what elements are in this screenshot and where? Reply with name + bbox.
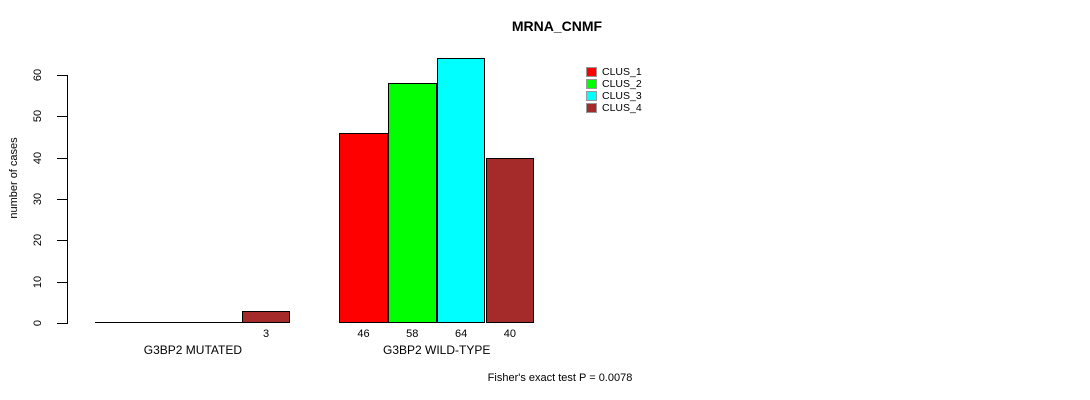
legend-item-clus_3: CLUS_3	[586, 90, 642, 102]
y-tick-label: 60	[32, 68, 44, 82]
bar-value-label: 40	[503, 328, 517, 340]
bar-clus_2-g3bp2-wild-type	[387, 83, 437, 323]
bar-value-label: 58	[406, 328, 419, 340]
bar-value-label: 64	[454, 328, 468, 340]
y-tick-mark	[57, 240, 67, 242]
chart-title: MRNA_CNMF	[511, 18, 603, 34]
legend-swatch-icon	[586, 79, 597, 89]
y-tick-mark	[57, 323, 67, 324]
bar-clus_4-g3bp2-mutated	[241, 310, 291, 323]
legend-item-clus_4: CLUS_4	[586, 102, 642, 114]
legend-label: CLUS_2	[602, 78, 642, 90]
y-tick-label: 0	[32, 319, 44, 327]
legend-label: CLUS_4	[602, 102, 642, 114]
legend-item-clus_2: CLUS_2	[586, 78, 642, 90]
legend-item-clus_1: CLUS_1	[586, 66, 642, 78]
bar-value-label: 46	[357, 328, 370, 340]
bar-clus_3-g3bp2-wild-type	[436, 58, 486, 323]
legend-swatch-icon	[586, 67, 597, 77]
x-group-label: G3BP2 WILD-TYPE	[383, 343, 491, 357]
bar-clus_1-g3bp2-mutated	[95, 322, 145, 323]
y-axis-label: number of cases	[8, 137, 20, 219]
y-tick-label: 10	[32, 275, 44, 288]
y-tick-mark	[57, 75, 67, 76]
y-tick-mark	[57, 281, 67, 283]
y-tick-mark	[57, 157, 67, 159]
bar-clus_4-g3bp2-wild-type	[485, 157, 535, 323]
legend: CLUS_1 CLUS_2 CLUS_3 CLUS_4	[586, 66, 642, 114]
footnote: Fisher's exact test P = 0.0078	[487, 372, 633, 384]
legend-label: CLUS_1	[602, 66, 642, 78]
bar-value-label: 3	[263, 328, 270, 340]
bar-clus_2-g3bp2-mutated	[144, 322, 193, 323]
y-tick-label: 30	[32, 192, 44, 206]
x-group-label: G3BP2 MUTATED	[143, 343, 243, 357]
y-tick-label: 20	[32, 234, 44, 247]
legend-swatch-icon	[586, 103, 597, 113]
y-tick-mark	[57, 199, 67, 200]
y-tick-label: 40	[32, 151, 44, 164]
bar-clus_3-g3bp2-mutated	[192, 322, 242, 323]
y-tick-mark	[57, 116, 67, 118]
legend-label: CLUS_3	[602, 90, 642, 102]
bar-clus_1-g3bp2-wild-type	[339, 132, 388, 323]
legend-swatch-icon	[586, 91, 597, 101]
y-tick-label: 50	[32, 110, 44, 123]
y-axis-line	[67, 75, 68, 324]
